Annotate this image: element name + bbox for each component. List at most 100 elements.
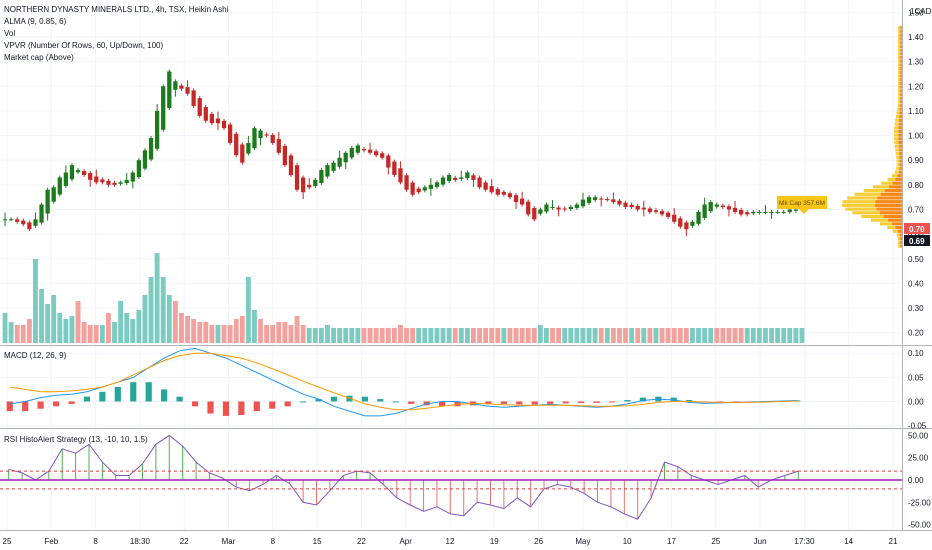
candle-body	[556, 207, 561, 210]
current-price-value: 0.70	[909, 225, 925, 234]
candle-body	[538, 209, 543, 214]
volume-bar	[379, 328, 385, 343]
candle-body	[434, 182, 440, 187]
volume-bar	[471, 328, 476, 343]
candle-body	[39, 204, 44, 223]
macd-histogram-bar	[145, 382, 152, 402]
symbol-title[interactable]: NORTHERN DYNASTY MINERALS LTD., 4h, TSX,…	[4, 5, 229, 14]
volume-profile	[842, 26, 902, 248]
rsi-tick-label: 25.00	[908, 454, 929, 463]
vpvr-up-bar	[894, 126, 899, 130]
vpvr-up-bar	[896, 159, 900, 163]
vpvr-down-bar	[898, 170, 902, 174]
vpvr-down-bar	[898, 144, 902, 148]
vpvr-down-bar	[900, 237, 902, 241]
candle-body	[386, 155, 391, 168]
volume-bar	[738, 328, 744, 343]
candle-body	[696, 211, 701, 224]
volume-bar	[550, 328, 555, 343]
volume-bar	[75, 301, 81, 343]
candle-body	[757, 211, 762, 213]
candle-body	[665, 212, 671, 217]
vpvr-down-bar	[900, 96, 902, 100]
vpvr-up-bar	[845, 207, 877, 211]
time-tick-label: 22	[357, 537, 366, 546]
candle-body	[398, 168, 403, 183]
time-axis[interactable]: 25 Feb 8 18:30 22 Mar 8 15 22 Apr 12 19 26 May 10 17 25 J…	[3, 537, 898, 546]
volume-bar	[525, 328, 531, 343]
volume-bar	[112, 322, 117, 343]
time-tick-label: 19	[490, 537, 499, 546]
macd-histogram-bar	[238, 401, 245, 415]
vpvr-up-bar	[879, 222, 893, 226]
candle-body	[185, 87, 190, 94]
volume-bar	[483, 328, 489, 343]
candle-body	[252, 128, 257, 149]
volume-bar	[300, 325, 306, 343]
vpvr-up-bar	[896, 166, 900, 171]
macd-signal-line	[9, 352, 798, 411]
volume-bar	[683, 328, 689, 343]
rsi-tick-label: 0.00	[908, 476, 924, 485]
vpvr-down-bar	[900, 59, 902, 63]
volume-bar	[519, 328, 525, 343]
time-tick-label: 8	[271, 537, 276, 546]
candle-body	[270, 134, 275, 143]
vpvr-up-bar	[894, 140, 899, 145]
macd-label[interactable]: MACD (12, 26, 9)	[4, 351, 67, 360]
vpvr-down-bar	[900, 92, 902, 97]
vpvr-up-bar	[894, 122, 899, 126]
volume-bar	[531, 328, 537, 343]
rsi-pane	[0, 434, 902, 520]
macd-histogram-bar	[686, 400, 693, 402]
candle-body	[501, 191, 507, 195]
candle-body	[562, 208, 567, 210]
macd-histogram-bar	[315, 399, 322, 402]
volume-bar	[130, 319, 136, 343]
grid-lines	[0, 0, 902, 530]
candle-body	[221, 120, 227, 129]
candle-body	[307, 184, 312, 188]
market-cap-tag-pointer	[799, 209, 809, 214]
vpvr-down-bar	[898, 118, 902, 122]
candle-body	[599, 198, 604, 200]
alma-indicator-label[interactable]: ALMA (9, 0.85, 6)	[4, 17, 67, 26]
price-axis[interactable]: 1.501.401.301.201.101.000.900.800.700.60…	[908, 8, 931, 529]
rsi-label[interactable]: RSI HistoAlert Strategy (13, -10, 10, 1.…	[4, 435, 148, 444]
time-tick-label: 14	[844, 537, 853, 546]
candle-body	[313, 179, 318, 187]
vpvr-down-bar	[884, 188, 902, 193]
vpvr-indicator-label[interactable]: VPVR (Number Of Rows, 60, Up/Down, 100)	[4, 41, 164, 50]
volume-bar	[769, 328, 774, 343]
volume-bar	[221, 325, 227, 343]
volume-bar	[416, 328, 422, 343]
volume-bar	[160, 277, 166, 343]
macd-histogram-bar	[500, 401, 507, 404]
volume-bar	[781, 328, 787, 343]
rsi-legend: RSI HistoAlert Strategy (13, -10, 10, 1.…	[4, 434, 148, 446]
vpvr-down-bar	[899, 155, 902, 159]
price-tick-label: 1.00	[908, 132, 924, 141]
vpvr-down-bar	[883, 214, 902, 219]
candle-body	[81, 171, 87, 175]
volume-bar	[361, 328, 367, 343]
candle-body	[282, 145, 288, 166]
candle-body	[2, 219, 8, 221]
volume-bar	[404, 328, 409, 343]
volume-bar	[574, 328, 580, 343]
market-cap-tag-bg	[777, 196, 827, 209]
vpvr-up-bar	[898, 74, 901, 78]
market-cap-indicator-label[interactable]: Market cap (Above)	[4, 53, 74, 62]
vpvr-down-bar	[900, 78, 902, 82]
vpvr-down-bar	[899, 115, 902, 119]
volume-bar	[179, 313, 184, 343]
macd-histogram-bar	[22, 401, 29, 412]
candle-body	[483, 182, 488, 190]
candle-body	[720, 205, 726, 207]
volume-bar	[507, 328, 513, 343]
vol-indicator-label[interactable]: Vol	[4, 29, 16, 38]
volume-bar	[556, 328, 562, 343]
time-tick-label: 25	[711, 537, 720, 546]
candle-body	[234, 133, 239, 156]
